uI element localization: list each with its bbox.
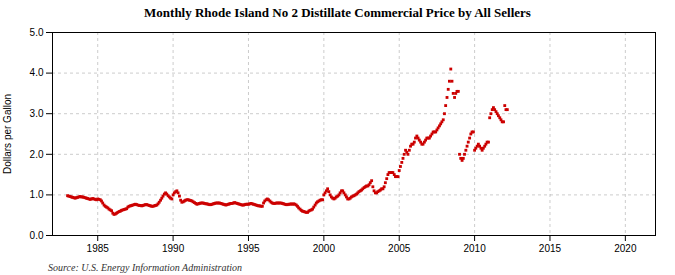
svg-text:1985: 1985 xyxy=(87,243,110,254)
svg-text:4.0: 4.0 xyxy=(30,67,44,78)
html-text:Monthly Rhode Island No 2 Dist: Monthly Rhode Island No 2 Distillate Com… xyxy=(144,5,531,20)
svg-text:2005: 2005 xyxy=(388,243,411,254)
svg-text:1.0: 1.0 xyxy=(30,189,44,200)
svg-text:2010: 2010 xyxy=(463,243,486,254)
svg-text:0.0: 0.0 xyxy=(30,230,44,241)
svg-text:5.0: 5.0 xyxy=(30,27,44,38)
svg-text:3.0: 3.0 xyxy=(30,108,44,119)
svg-text:2000: 2000 xyxy=(313,243,336,254)
svg-text:1995: 1995 xyxy=(237,243,260,254)
svg-text:Dollars per Gallon: Dollars per Gallon xyxy=(2,94,13,174)
svg-text:1990: 1990 xyxy=(162,243,185,254)
svg-text:2020: 2020 xyxy=(614,243,637,254)
svg-text:2.0: 2.0 xyxy=(30,149,44,160)
svg-text:2015: 2015 xyxy=(539,243,562,254)
html-text:Source: U.S. Energy Informatio: Source: U.S. Energy Information Administ… xyxy=(48,262,243,273)
